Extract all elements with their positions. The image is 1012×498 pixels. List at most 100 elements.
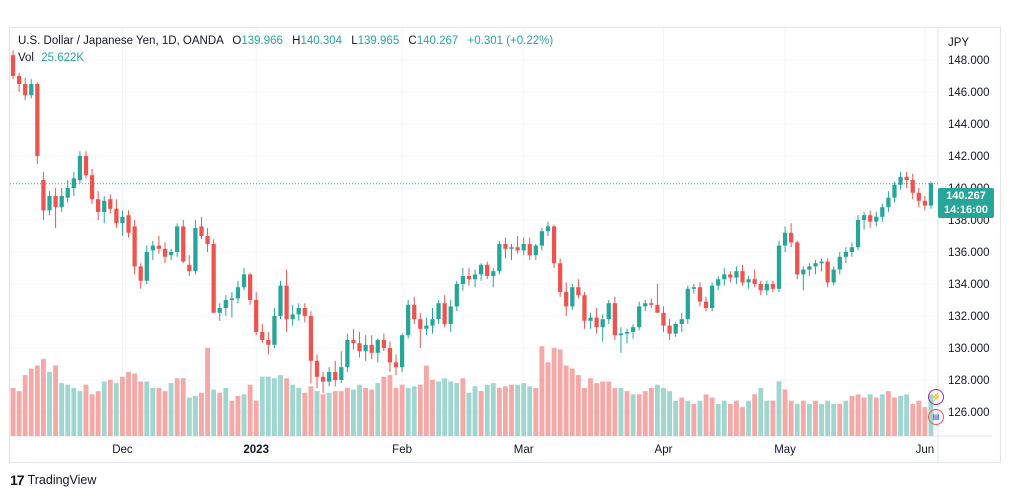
volume-bar <box>503 386 508 436</box>
volume-bar <box>813 400 818 436</box>
candle-body <box>819 261 824 264</box>
volume-bar <box>636 394 642 436</box>
volume-bar <box>101 381 107 436</box>
volume-bar <box>606 381 612 436</box>
candle-body <box>691 287 697 289</box>
volume-bar <box>752 394 758 436</box>
volume-bar <box>770 400 776 436</box>
candle-body <box>260 332 265 340</box>
volume-bar <box>284 378 290 436</box>
volume-bar <box>247 384 253 436</box>
volume-bar <box>126 371 131 436</box>
candle-body <box>697 287 703 302</box>
volume-bar <box>205 347 210 436</box>
volume-bar <box>47 371 52 436</box>
volume-bar <box>922 407 928 436</box>
candle-body <box>904 176 909 180</box>
candle-body <box>442 303 447 324</box>
volume-bar <box>703 394 709 436</box>
volume-bar <box>430 379 435 436</box>
candle-body <box>880 207 885 217</box>
volume-bar <box>162 391 168 436</box>
candle-body <box>892 184 897 198</box>
volume-bar <box>120 376 125 436</box>
volume-bar <box>351 389 356 436</box>
lightning-icon[interactable]: ⚡ <box>928 389 944 405</box>
x-tick-label: Jun <box>916 444 935 456</box>
candle-body <box>168 252 174 256</box>
volume-label: Vol <box>18 52 34 64</box>
volume-bar <box>557 349 563 436</box>
candle-body <box>229 298 235 300</box>
volume-bar <box>904 394 910 436</box>
volume-bar <box>344 387 350 436</box>
candle-body <box>576 287 581 296</box>
volume-bar <box>223 387 229 436</box>
volume-bar <box>758 387 764 436</box>
candle-body <box>448 306 453 324</box>
candle-body <box>716 279 721 286</box>
candle-body <box>491 271 496 276</box>
volume-bar <box>746 400 752 436</box>
volume-bar <box>180 378 186 436</box>
candle-body <box>393 362 399 368</box>
volume-bar <box>156 387 162 436</box>
volume-bar <box>843 400 849 436</box>
volume-bar <box>332 391 338 436</box>
candle-body <box>156 245 162 249</box>
volume-bar <box>764 400 770 436</box>
candle-body <box>466 276 472 280</box>
candle-body <box>874 216 879 222</box>
brand-label[interactable]: TradingView <box>27 473 97 487</box>
candle-body <box>582 295 587 321</box>
candle-body <box>551 226 557 264</box>
candle-body <box>35 84 40 156</box>
candle-body <box>108 199 113 209</box>
volume-bar <box>132 373 138 436</box>
candle-body <box>387 348 393 363</box>
volume-bar <box>709 397 715 436</box>
candle-body <box>181 226 186 262</box>
x-tick-label: May <box>774 444 796 456</box>
volume-bar <box>545 362 551 436</box>
volume-bar <box>381 376 387 436</box>
candle-body <box>460 276 466 284</box>
candle-body <box>855 220 861 248</box>
candle-body <box>193 228 198 272</box>
candle-body <box>96 199 101 212</box>
volume-bar <box>10 387 16 436</box>
volume-bar <box>241 394 247 436</box>
volume-bar <box>825 400 831 436</box>
candle-body <box>497 244 502 272</box>
candle-body <box>886 197 891 208</box>
candle-body <box>211 244 216 313</box>
volume-bar <box>199 392 204 436</box>
tradingview-logo-icon[interactable]: 17 <box>10 472 25 488</box>
volume-bar <box>654 384 660 436</box>
candle-body <box>485 264 490 276</box>
volume-bar <box>533 387 539 436</box>
candle-body <box>406 304 411 336</box>
candle-body <box>284 285 289 320</box>
volume-bar <box>855 394 861 436</box>
candle-body <box>150 245 155 251</box>
volume-bar <box>296 387 302 436</box>
volume-bar <box>661 387 666 436</box>
candle-body <box>47 196 52 211</box>
volume-bar <box>259 376 265 436</box>
candle-body <box>205 236 210 244</box>
volume-bar <box>782 389 788 436</box>
ohlc-legend: U.S. Dollar / Japanese Yen, 1D, OANDA O1… <box>18 35 553 47</box>
candle-body <box>65 188 70 198</box>
y-tick-label: 134.000 <box>948 279 990 291</box>
volume-bar <box>399 384 405 436</box>
candle-body <box>102 200 107 212</box>
volume-bar <box>630 394 636 436</box>
y-tick-label: 132.000 <box>948 311 990 323</box>
candle-body <box>272 316 277 345</box>
flag-icon[interactable]: ▤ <box>928 409 944 425</box>
volume-bar <box>539 346 545 436</box>
volume-bar <box>667 391 672 436</box>
candle-body <box>345 340 350 368</box>
